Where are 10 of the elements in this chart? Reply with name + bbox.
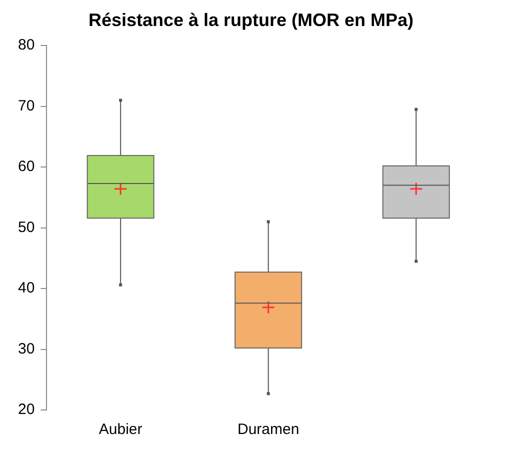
x-tick-label: Duramen [237,421,300,438]
y-tick-label: 80 [18,36,35,54]
chart-title: Résistance à la rupture (MOR en MPa) [88,10,414,30]
y-tick-label: 30 [18,340,35,358]
y-tick-label: 50 [18,218,35,236]
y-tick-label: 70 [18,97,35,114]
y-tick-label: 40 [18,280,35,297]
y-tick-label: 60 [18,158,35,176]
y-tick-label: 20 [18,401,35,418]
x-tick-label: Aubier [98,421,142,438]
